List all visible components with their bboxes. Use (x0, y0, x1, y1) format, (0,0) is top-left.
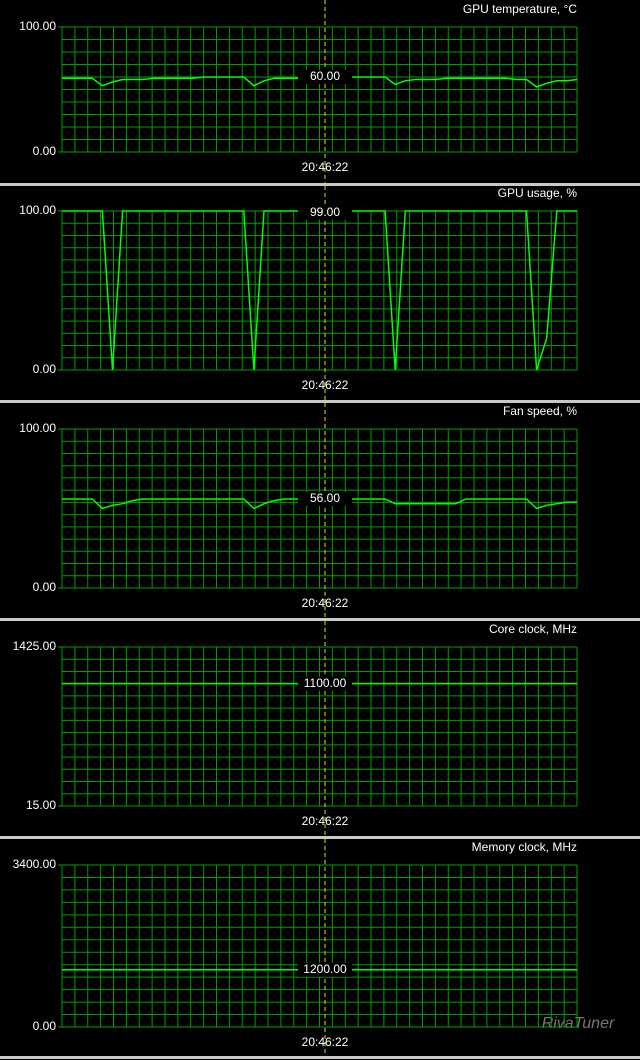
cursor-value: 1200.00 (303, 962, 347, 976)
cursor-value: 99.00 (310, 205, 340, 219)
cursor-value-bg (298, 491, 352, 506)
y-tick-label: 100.00 (19, 203, 56, 217)
cursor-value-bg (298, 962, 352, 977)
chart-title: Memory clock, MHz (472, 840, 577, 854)
chart-title: Fan speed, % (503, 404, 577, 418)
panel-separator (0, 400, 640, 403)
y-tick-label: 100.00 (19, 19, 56, 33)
cursor-time: 20:46:22 (302, 160, 349, 174)
chart-title: GPU usage, % (498, 186, 578, 200)
cursor-time: 20:46:22 (302, 596, 349, 610)
cursor-value-bg (298, 70, 352, 84)
cursor-value-bg (298, 676, 352, 691)
cursor-value: 1100.00 (304, 676, 347, 690)
cursor-value: 60.00 (310, 69, 340, 83)
y-tick-label: 0.00 (33, 362, 57, 376)
y-tick-label: 15.00 (26, 798, 56, 812)
y-tick-label: 1425.00 (13, 639, 57, 653)
y-tick-label: 0.00 (33, 144, 57, 158)
cursor-time: 20:46:22 (302, 814, 349, 828)
y-tick-label: 0.00 (33, 580, 57, 594)
cursor-time: 20:46:22 (302, 1035, 349, 1049)
panel-separator (0, 183, 640, 186)
panel-separator (0, 618, 640, 621)
cursor-value-bg (298, 205, 352, 220)
cursor-value: 56.00 (310, 491, 340, 505)
y-tick-label: 100.00 (19, 421, 56, 435)
panel-separator (0, 836, 640, 839)
chart-title: Core clock, MHz (489, 622, 577, 636)
y-tick-label: 0.00 (33, 1019, 57, 1033)
chart-title: GPU temperature, °C (463, 2, 578, 16)
cursor-time: 20:46:22 (302, 378, 349, 392)
panel-separator (0, 1056, 640, 1059)
watermark: RivaTuner (542, 1015, 615, 1032)
y-tick-label: 3400.00 (13, 857, 57, 871)
